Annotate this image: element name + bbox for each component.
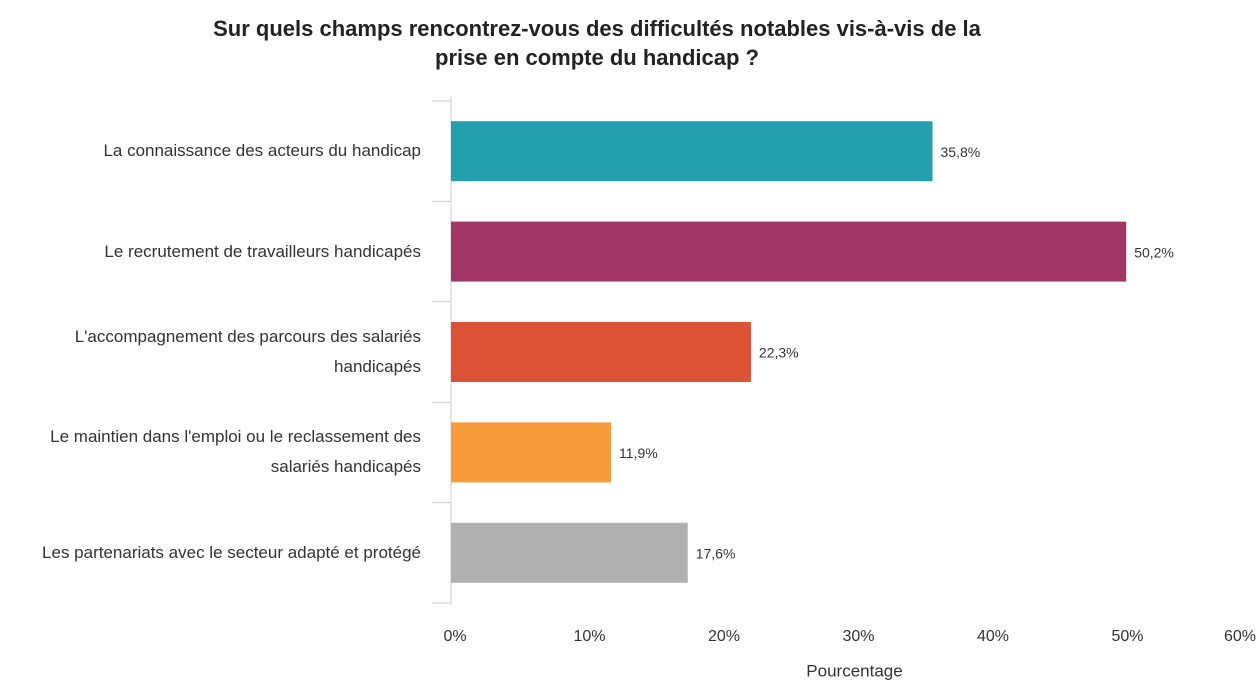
x-tick-label: 50%	[1111, 628, 1143, 645]
x-tick-label: 40%	[977, 628, 1009, 645]
value-label: 22,3%	[759, 345, 799, 361]
x-axis-label: Pourcentage	[806, 661, 902, 680]
x-tick-label: 0%	[443, 628, 466, 645]
bar	[451, 322, 751, 382]
category-label: L'accompagnement des parcours des salari…	[74, 327, 421, 376]
value-label: 17,6%	[696, 546, 736, 562]
value-label: 50,2%	[1134, 244, 1174, 260]
category-label: Le recrutement de travailleurs handicapé…	[104, 241, 421, 261]
x-tick-label: 30%	[842, 628, 874, 645]
value-label: 11,9%	[619, 445, 658, 461]
x-tick-label: 10%	[573, 628, 605, 645]
bar	[451, 522, 688, 583]
bar	[451, 422, 612, 483]
value-label: 35,8%	[941, 144, 981, 160]
category-label: Le maintien dans l'emploi ou le reclasse…	[50, 427, 421, 477]
category-label: Les partenariats avec le secteur adapté …	[42, 542, 421, 562]
bar	[451, 121, 933, 182]
x-tick-label: 60%	[1224, 628, 1256, 645]
chart-title: Sur quels champs rencontrez-vous des dif…	[213, 16, 981, 70]
x-tick-label: 20%	[708, 628, 740, 645]
bar	[451, 221, 1127, 282]
category-label: La connaissance des acteurs du handicap	[103, 141, 421, 161]
